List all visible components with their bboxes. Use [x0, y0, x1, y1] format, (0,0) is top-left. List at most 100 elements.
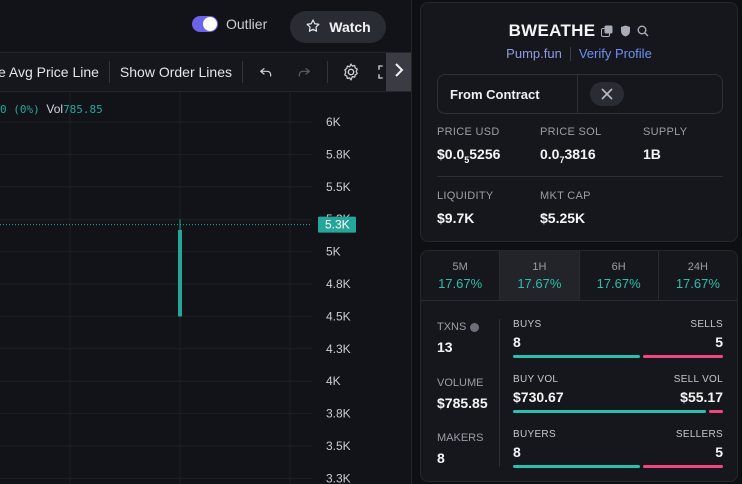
gear-icon[interactable]: [338, 59, 364, 85]
token-source-link[interactable]: Pump.fun: [506, 46, 562, 61]
token-source-row: Pump.fun Verify Profile: [421, 46, 737, 61]
token-name: BWEATHE: [508, 21, 596, 40]
toggle-knob: [203, 17, 217, 31]
buy-vol-label: BUY VOL: [513, 374, 559, 385]
sell-vol-bar: [709, 410, 723, 413]
show-order-lines-button[interactable]: Show Order Lines: [119, 64, 232, 80]
legend-change: 0 (0%): [0, 103, 40, 116]
verify-profile-link[interactable]: Verify Profile: [578, 46, 652, 61]
tab-24h[interactable]: 24H 17.67%: [659, 251, 737, 300]
buy-sell-vol-bar: [513, 410, 723, 413]
outlier-toggle[interactable]: Outlier: [192, 16, 267, 32]
buys-value: 8: [513, 334, 521, 350]
period-label: 6H: [611, 260, 626, 273]
sells-label: SELLS: [690, 319, 723, 330]
price-tick-label: 5.5K: [326, 180, 351, 194]
chart-panel: Outlier Watch e Avg Price Line Show Orde…: [0, 0, 412, 484]
price-tick-label: 5.8K: [326, 147, 351, 161]
last-price-label: 5.3K: [325, 218, 350, 232]
price-tick-label: 4.8K: [326, 277, 351, 291]
watch-button[interactable]: Watch: [290, 11, 386, 43]
period-tabs: 5M 17.67% 1H 17.67% 6H 17.67% 24H 17.67%: [421, 251, 737, 301]
sellers-bar: [643, 465, 723, 468]
mktcap-value: $5.25K: [540, 210, 586, 226]
buy-vol-value: $730.67: [513, 389, 564, 405]
tab-5m[interactable]: 5M 17.67%: [421, 251, 501, 300]
source-divider: [569, 46, 571, 61]
price-tick-label: 4.3K: [326, 342, 351, 356]
mktcap-stat: MKT CAP $5.25K: [540, 190, 591, 226]
liquidity-value: $9.7K: [437, 210, 475, 226]
contract-label: From Contract: [438, 75, 578, 113]
tab-1h[interactable]: 1H 17.67%: [500, 251, 580, 300]
makers-label: MAKERS: [437, 432, 484, 444]
token-title: BWEATHE: [421, 21, 737, 41]
price-tick-label: 3.5K: [326, 439, 351, 453]
mktcap-label: MKT CAP: [540, 190, 591, 202]
stats-divider: [437, 176, 723, 177]
txns-label: TXNS: [437, 321, 480, 333]
toolbar-scroll-right[interactable]: [386, 53, 411, 91]
sellers-value: 5: [715, 444, 723, 460]
legend-vol-label: Vol: [46, 102, 64, 116]
buys-sells-row: BUYS SELLS 8 5: [513, 319, 723, 358]
buyers-label: BUYERS: [513, 429, 556, 440]
price-sol-label: PRICE SOL: [540, 126, 602, 138]
period-label: 1H: [532, 260, 547, 273]
toolbar-divider: [108, 61, 110, 83]
buyers-sellers-row: BUYERS SELLERS 8 5: [513, 429, 723, 468]
price-tick-label: 4.5K: [326, 309, 351, 323]
supply-value: 1B: [643, 146, 661, 162]
buys-sells-bar: [513, 355, 723, 358]
liquidity-stat: LIQUIDITY $9.7K: [437, 190, 494, 226]
toggle-switch[interactable]: [192, 16, 218, 32]
supply-stat: SUPPLY 1B: [643, 126, 687, 162]
chevron-right-icon: [393, 62, 405, 83]
buyers-bar: [513, 465, 640, 468]
star-icon: [305, 18, 321, 37]
buy-vol-bar: [513, 410, 706, 413]
period-label: 5M: [452, 260, 468, 273]
period-label: 24H: [687, 260, 708, 273]
price-tick-label: 6K: [326, 115, 341, 129]
info-icon[interactable]: [470, 322, 480, 332]
price-sol-stat: PRICE SOL 0.073816: [540, 126, 601, 165]
buys-bar: [513, 355, 640, 358]
makers-stat: MAKERS 8: [437, 432, 483, 466]
price-usd-stat: PRICE USD $0.055256: [437, 126, 500, 165]
shield-icon[interactable]: [619, 25, 631, 37]
price-usd-value: $0.055256: [437, 146, 501, 165]
txns-value: 13: [437, 339, 453, 355]
avg-price-line-button[interactable]: e Avg Price Line: [0, 64, 99, 80]
last-price-badge: [318, 216, 356, 233]
price-usd-label: PRICE USD: [437, 126, 500, 138]
sells-bar: [643, 355, 723, 358]
search-icon[interactable]: [637, 25, 649, 37]
price-tick-label: 5K: [326, 245, 341, 259]
price-tick-label: 3.8K: [326, 407, 351, 421]
period-change: 17.67%: [517, 275, 562, 291]
period-change: 17.67%: [438, 275, 483, 291]
candle-body: [178, 230, 182, 317]
buyers-sellers-bar: [513, 465, 723, 468]
liquidity-label: LIQUIDITY: [437, 190, 494, 202]
chart-toolbar: e Avg Price Line Show Order Lines: [0, 52, 411, 92]
volume-value: $785.85: [437, 395, 488, 411]
chart-legend: 0 (0%) Vol785.85: [0, 102, 103, 116]
sellers-label: SELLERS: [675, 429, 723, 440]
copy-icon[interactable]: [601, 25, 613, 37]
txn-divider: [499, 319, 500, 467]
volume-stat: VOLUME $785.85: [437, 377, 488, 411]
x-logo-icon[interactable]: [590, 82, 624, 106]
toolbar-divider: [326, 61, 328, 83]
makers-value: 8: [437, 450, 445, 466]
redo-icon[interactable]: [291, 59, 317, 85]
sell-vol-value: $55.17: [680, 389, 723, 405]
legend-vol-value: 785.85: [63, 103, 103, 116]
transactions-card: 5M 17.67% 1H 17.67% 6H 17.67% 24H 17.67%…: [420, 250, 738, 482]
period-change: 17.67%: [596, 275, 641, 291]
price-chart[interactable]: 6K 5.8K 5.5K 5.3K 5K 4.8K 4.5K 4.3K 4K 3.8K 3.5K 3.…: [0, 92, 412, 484]
price-tick-label: 3.3K: [326, 471, 351, 484]
undo-icon[interactable]: [253, 59, 279, 85]
tab-6h[interactable]: 6H 17.67%: [580, 251, 659, 300]
